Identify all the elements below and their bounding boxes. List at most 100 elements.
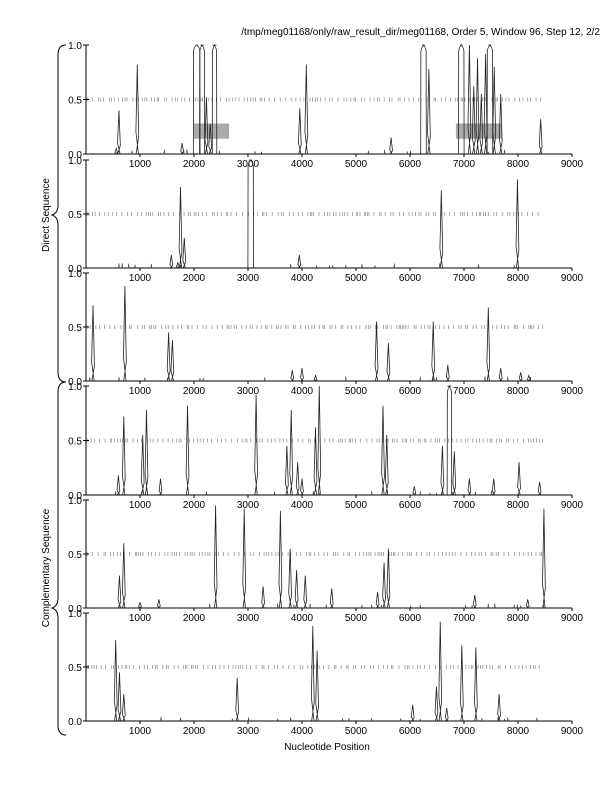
x-tick-label: 6000: [399, 386, 422, 397]
y-tick-label: 1.0: [68, 496, 82, 507]
peak-line: [117, 110, 121, 155]
peak-line: [445, 364, 450, 382]
direct-sequence-label: Direct Sequence: [41, 178, 52, 252]
peak-line: [278, 510, 283, 609]
peak-line: [518, 372, 523, 382]
y-tick-label: 0.0: [68, 377, 82, 388]
x-tick-label: 6000: [399, 500, 422, 511]
peak-line: [486, 44, 494, 155]
complementary-group-brace: [50, 381, 67, 736]
peak-line: [538, 119, 543, 155]
x-tick-label: 2000: [183, 273, 206, 284]
x-tick-label: 6000: [399, 726, 422, 737]
direct-group-brace: [50, 44, 67, 383]
peak-line: [444, 707, 449, 722]
peak-line: [247, 159, 254, 269]
x-tick-label: 3000: [237, 613, 260, 624]
x-tick-label: 8000: [507, 500, 530, 511]
peak-line: [410, 704, 415, 722]
peak-line: [121, 416, 126, 496]
peak-line: [434, 686, 439, 722]
peak-line: [303, 575, 308, 609]
y-tick-label: 0.5: [68, 550, 82, 561]
peak-line: [213, 505, 218, 609]
peak-line: [157, 599, 161, 609]
x-tick-label: 8000: [507, 273, 530, 284]
peak-line: [374, 321, 379, 382]
peak-line: [169, 254, 174, 269]
peak-line: [475, 58, 480, 155]
x-tick-label: 7000: [453, 726, 476, 737]
x-tick-label: 7000: [453, 500, 476, 511]
peak-line: [525, 599, 530, 609]
peak-line: [288, 548, 292, 609]
x-tick-label: 6000: [399, 273, 422, 284]
peak-line: [440, 445, 445, 496]
peak-line: [121, 693, 126, 722]
x-tick-label: 7000: [453, 159, 476, 170]
frame-marker-row: [86, 325, 544, 329]
x-tick-label: 7000: [453, 386, 476, 397]
frame-marker-row: [86, 552, 543, 556]
peak-line: [517, 462, 521, 496]
peak-line: [170, 339, 175, 382]
peak-line: [121, 543, 126, 609]
x-tick-label: 4000: [291, 726, 314, 737]
x-tick-label: 2000: [183, 500, 206, 511]
peak-line: [384, 435, 389, 496]
x-tick-label: 1000: [129, 613, 152, 624]
x-tick-label: 3000: [237, 500, 260, 511]
peak-line: [467, 478, 472, 496]
peak-line: [498, 94, 503, 155]
peak-line: [498, 367, 503, 382]
peak-line: [375, 591, 380, 609]
x-tick-label: 4000: [291, 386, 314, 397]
peak-line: [298, 108, 302, 155]
y-tick-label: 1.0: [68, 156, 82, 167]
x-tick-label: 4000: [291, 159, 314, 170]
x-tick-label: 9000: [561, 726, 584, 737]
x-tick-label: 4000: [291, 273, 314, 284]
peak-line: [242, 508, 247, 609]
x-tick-label: 5000: [345, 386, 368, 397]
panels: 0.0 0.5 1.0 1000 2000 3000 4000 5000 6000 7000 800…: [68, 41, 583, 737]
x-tick-label: 7000: [453, 273, 476, 284]
peak-line: [114, 147, 119, 155]
x-tick-label: 7000: [453, 613, 476, 624]
y-tick-label: 0.5: [68, 323, 82, 334]
peak-line: [386, 343, 391, 382]
x-tick-label: 2000: [183, 613, 206, 624]
baseline-noise: [118, 263, 516, 269]
peak-line: [526, 374, 531, 382]
peak-line: [158, 478, 163, 496]
peak-line: [317, 385, 322, 496]
peak-line: [472, 594, 477, 609]
peak-line: [117, 672, 122, 722]
peak-line: [446, 385, 453, 496]
peak-line: [431, 321, 436, 382]
y-tick-label: 1.0: [68, 609, 82, 620]
peak-line: [313, 374, 318, 382]
x-tick-label: 6000: [399, 613, 422, 624]
peak-line: [427, 68, 431, 155]
peak-line: [452, 451, 457, 496]
peak-line: [515, 179, 520, 269]
peak-line: [180, 143, 184, 155]
x-tick-label: 1000: [129, 159, 152, 170]
frame-marker-row: [86, 97, 542, 102]
baseline-noise: [114, 490, 493, 496]
peak-line: [175, 261, 180, 269]
peak-line: [208, 123, 213, 155]
peak-line: [420, 44, 427, 155]
baseline-noise: [88, 376, 532, 382]
panel-direct-frame-2: 0.0 0.5 1.0 1000 2000 3000 4000 5000 6000 7000 800…: [68, 156, 583, 284]
peak-line: [135, 64, 140, 155]
y-tick-label: 0.5: [68, 96, 82, 107]
peak-line: [304, 64, 309, 155]
peak-line: [471, 86, 476, 155]
peak-line: [458, 44, 465, 155]
peak-line: [140, 435, 145, 496]
x-tick-label: 9000: [561, 386, 584, 397]
y-tick-label: 0.0: [68, 604, 82, 615]
